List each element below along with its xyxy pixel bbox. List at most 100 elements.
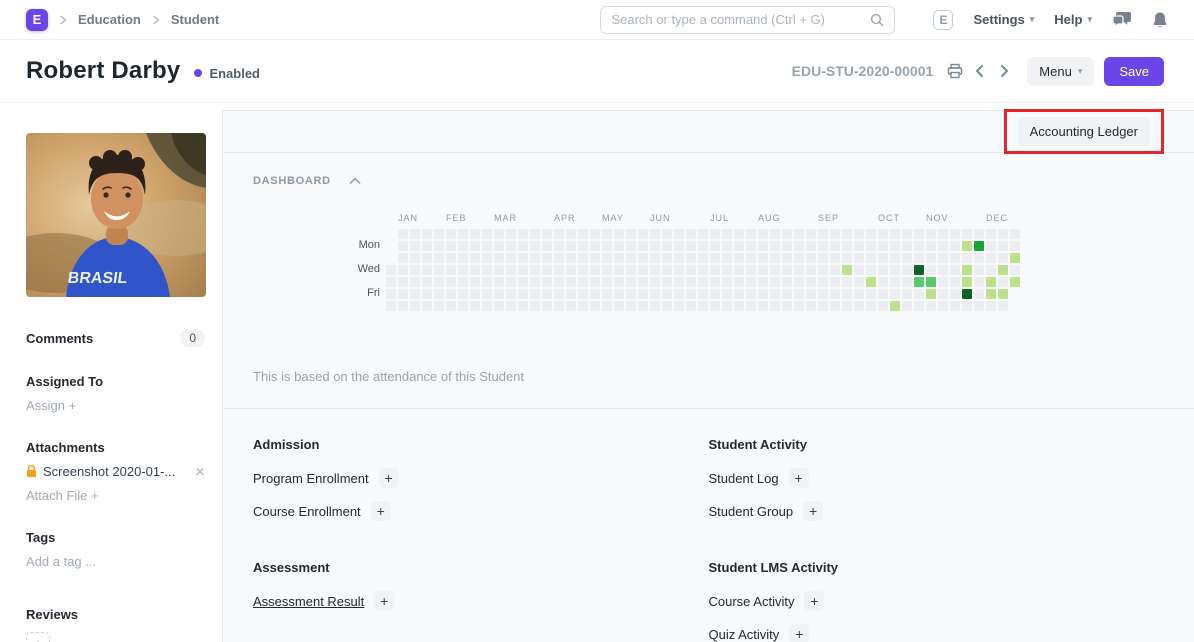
heatmap-cell[interactable] [446, 229, 456, 239]
heatmap-cell[interactable] [410, 265, 420, 275]
heatmap-cell[interactable] [566, 277, 576, 287]
heatmap-cell[interactable] [386, 265, 396, 275]
heatmap-cell[interactable] [458, 277, 468, 287]
heatmap-cell[interactable] [950, 241, 960, 251]
heatmap-cell[interactable] [638, 301, 648, 311]
heatmap-cell[interactable] [566, 265, 576, 275]
heatmap-cell[interactable] [878, 301, 888, 311]
heatmap-cell[interactable] [494, 241, 504, 251]
heatmap-cell[interactable] [542, 289, 552, 299]
heatmap-cell[interactable] [578, 265, 588, 275]
heatmap-cell[interactable] [986, 301, 996, 311]
heatmap-cell[interactable] [830, 241, 840, 251]
heatmap-cell[interactable] [950, 277, 960, 287]
heatmap-cell[interactable] [386, 277, 396, 287]
heatmap-cell[interactable] [518, 229, 528, 239]
heatmap-cell[interactable] [1010, 241, 1020, 251]
heatmap-cell[interactable] [590, 229, 600, 239]
breadcrumb-education[interactable]: Education [78, 12, 141, 27]
heatmap-cell[interactable] [614, 229, 624, 239]
heatmap-cell[interactable] [986, 277, 996, 287]
heatmap-cell[interactable] [626, 253, 636, 263]
heatmap-cell[interactable] [686, 253, 696, 263]
heatmap-cell[interactable] [650, 289, 660, 299]
heatmap-cell[interactable] [542, 241, 552, 251]
heatmap-cell[interactable] [818, 253, 828, 263]
heatmap-cell[interactable] [434, 265, 444, 275]
heatmap-cell[interactable] [506, 277, 516, 287]
heatmap-cell[interactable] [686, 277, 696, 287]
heatmap-cell[interactable] [638, 241, 648, 251]
heatmap-cell[interactable] [806, 229, 816, 239]
heatmap-cell[interactable] [506, 301, 516, 311]
heatmap-cell[interactable] [974, 241, 984, 251]
heatmap-cell[interactable] [746, 301, 756, 311]
heatmap-cell[interactable] [602, 229, 612, 239]
heatmap-cell[interactable] [530, 301, 540, 311]
heatmap-cell[interactable] [482, 277, 492, 287]
heatmap-cell[interactable] [698, 277, 708, 287]
heatmap-cell[interactable] [962, 229, 972, 239]
heatmap-cell[interactable] [410, 229, 420, 239]
add-course-enrollment-button[interactable]: + [370, 501, 391, 521]
heatmap-cell[interactable] [626, 301, 636, 311]
heatmap-cell[interactable] [746, 241, 756, 251]
heatmap-cell[interactable] [722, 277, 732, 287]
heatmap-cell[interactable] [926, 289, 936, 299]
heatmap-cell[interactable] [902, 229, 912, 239]
heatmap-cell[interactable] [818, 289, 828, 299]
heatmap-cell[interactable] [530, 229, 540, 239]
heatmap-cell[interactable] [482, 253, 492, 263]
heatmap-cell[interactable] [518, 241, 528, 251]
heatmap-cell[interactable] [590, 277, 600, 287]
heatmap-cell[interactable] [470, 229, 480, 239]
heatmap-cell[interactable] [830, 229, 840, 239]
heatmap-cell[interactable] [710, 301, 720, 311]
heatmap-cell[interactable] [458, 241, 468, 251]
heatmap-cell[interactable] [470, 241, 480, 251]
heatmap-cell[interactable] [518, 277, 528, 287]
heatmap-cell[interactable] [962, 301, 972, 311]
attach-file-button[interactable]: Attach File + [26, 488, 99, 503]
heatmap-cell[interactable] [758, 229, 768, 239]
heatmap-cell[interactable] [614, 301, 624, 311]
heatmap-cell[interactable] [434, 253, 444, 263]
heatmap-cell[interactable] [422, 277, 432, 287]
heatmap-cell[interactable] [686, 289, 696, 299]
heatmap-cell[interactable] [458, 301, 468, 311]
heatmap-cell[interactable] [674, 301, 684, 311]
heatmap-cell[interactable] [746, 265, 756, 275]
heatmap-cell[interactable] [794, 289, 804, 299]
heatmap-cell[interactable] [458, 289, 468, 299]
heatmap-cell[interactable] [626, 289, 636, 299]
heatmap-cell[interactable] [458, 229, 468, 239]
heatmap-cell[interactable] [854, 265, 864, 275]
add-tag-input[interactable]: Add a tag ... [26, 554, 97, 569]
add-program-enrollment-button[interactable]: + [378, 468, 399, 488]
heatmap-cell[interactable] [542, 265, 552, 275]
heatmap-cell[interactable] [686, 265, 696, 275]
heatmap-cell[interactable] [902, 253, 912, 263]
heatmap-cell[interactable] [866, 277, 876, 287]
heatmap-cell[interactable] [782, 253, 792, 263]
heatmap-cell[interactable] [998, 253, 1008, 263]
heatmap-cell[interactable] [566, 289, 576, 299]
heatmap-cell[interactable] [398, 229, 408, 239]
heatmap-cell[interactable] [770, 229, 780, 239]
heatmap-cell[interactable] [506, 265, 516, 275]
attachment-item[interactable]: Screenshot 2020-01-... ✕ [26, 464, 205, 479]
add-student-log-button[interactable]: + [788, 468, 809, 488]
heatmap-cell[interactable] [398, 241, 408, 251]
heatmap-cell[interactable] [974, 253, 984, 263]
app-logo[interactable]: E [26, 8, 48, 31]
heatmap-cell[interactable] [770, 277, 780, 287]
heatmap-cell[interactable] [662, 265, 672, 275]
heatmap-cell[interactable] [446, 301, 456, 311]
heatmap-cell[interactable] [614, 265, 624, 275]
heatmap-cell[interactable] [662, 277, 672, 287]
heatmap-cell[interactable] [590, 265, 600, 275]
heatmap-cell[interactable] [878, 229, 888, 239]
heatmap-cell[interactable] [662, 229, 672, 239]
heatmap-cell[interactable] [698, 253, 708, 263]
heatmap-cell[interactable] [662, 289, 672, 299]
